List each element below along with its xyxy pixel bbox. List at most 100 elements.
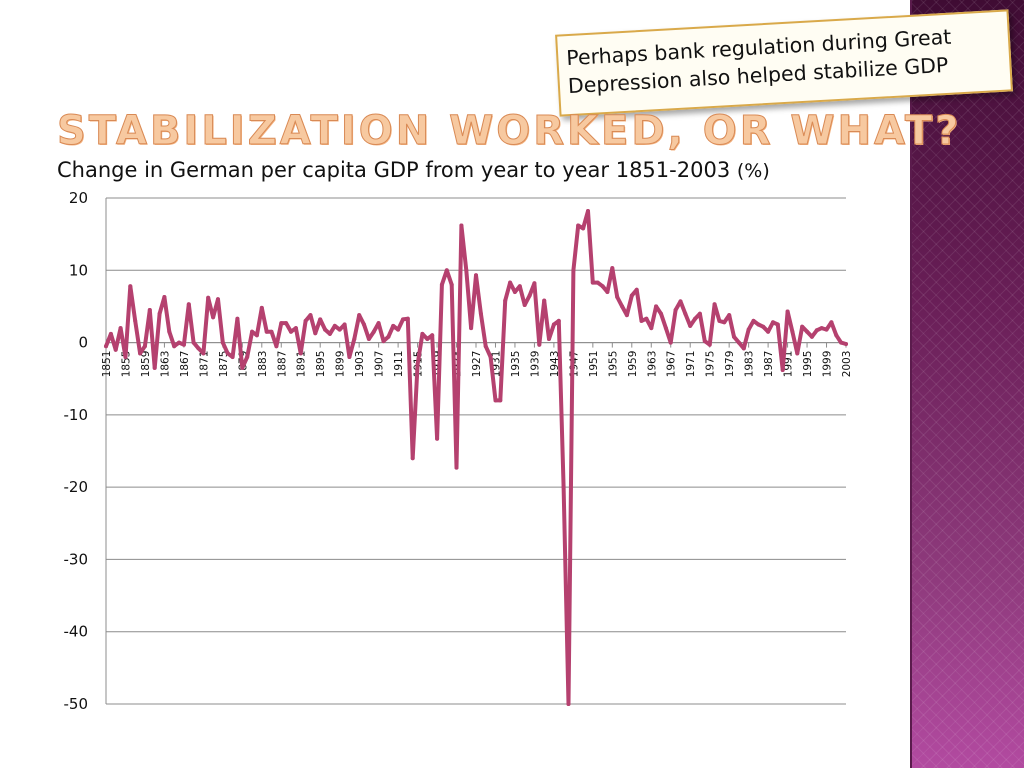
x-tick-label: 1935 <box>510 351 522 378</box>
data-point <box>332 323 337 328</box>
data-point <box>245 355 250 359</box>
data-point <box>128 284 133 289</box>
data-point <box>396 327 401 332</box>
data-point <box>104 344 108 349</box>
data-point <box>639 318 644 323</box>
y-tick-label: -40 <box>64 623 89 641</box>
x-tick-label: 1859 <box>140 351 152 378</box>
data-point <box>323 327 328 332</box>
data-point <box>386 334 391 339</box>
data-point <box>113 347 118 352</box>
data-point <box>279 321 284 326</box>
data-point <box>293 326 298 331</box>
data-point <box>357 313 362 318</box>
data-point <box>824 327 829 332</box>
data-point <box>483 344 488 349</box>
y-tick-label: 20 <box>69 189 88 207</box>
x-tick-label: 1979 <box>724 351 736 378</box>
series-line <box>104 209 848 706</box>
data-point <box>401 317 405 322</box>
data-point <box>829 320 834 325</box>
data-point <box>498 398 503 403</box>
data-point <box>186 302 191 307</box>
data-point <box>289 329 293 334</box>
data-point <box>732 334 736 339</box>
data-point <box>751 318 756 323</box>
data-point <box>167 329 172 334</box>
data-point <box>381 339 386 344</box>
data-point <box>771 320 775 325</box>
data-point <box>586 209 590 213</box>
data-point <box>508 280 513 285</box>
data-point <box>327 331 332 336</box>
data-point <box>756 322 761 327</box>
data-point <box>532 281 537 286</box>
data-point <box>254 333 259 338</box>
data-point <box>683 311 688 316</box>
data-point <box>342 322 347 327</box>
x-tick-label: 1975 <box>705 351 717 378</box>
data-point <box>561 485 566 490</box>
data-point <box>147 308 152 312</box>
x-tick-label: 1987 <box>763 351 775 378</box>
data-point <box>654 304 659 309</box>
data-point <box>600 284 605 289</box>
data-point <box>712 302 717 307</box>
data-point <box>839 340 844 345</box>
data-point <box>376 321 381 326</box>
x-tick-label: 1971 <box>685 351 697 378</box>
x-tick-label: 1851 <box>101 351 113 378</box>
data-point <box>551 322 556 327</box>
data-point <box>478 311 483 316</box>
x-tick-label: 1883 <box>257 351 269 378</box>
data-point <box>259 305 264 310</box>
data-point <box>522 303 527 307</box>
x-tick-label: 1955 <box>607 351 619 378</box>
data-point <box>474 273 478 278</box>
data-point <box>454 465 459 470</box>
data-point <box>819 326 824 331</box>
data-point <box>225 351 230 356</box>
data-point <box>318 317 323 322</box>
data-point <box>605 290 610 294</box>
data-point <box>527 293 532 298</box>
data-point <box>615 295 620 299</box>
data-point <box>240 365 245 370</box>
data-point <box>211 315 216 320</box>
data-point <box>634 287 639 292</box>
data-point <box>138 351 143 356</box>
data-point <box>581 226 586 231</box>
data-point <box>313 331 318 336</box>
data-point <box>201 351 206 356</box>
data-point <box>800 324 805 329</box>
data-point <box>410 456 415 461</box>
side-divider-line <box>910 0 912 768</box>
data-point <box>274 344 279 349</box>
x-tick-label: 1911 <box>393 351 405 378</box>
x-tick-label: 1887 <box>276 351 288 378</box>
data-point <box>152 365 157 370</box>
data-point <box>206 295 211 300</box>
x-tick-label: 1959 <box>627 351 639 378</box>
data-point <box>284 321 289 326</box>
data-point <box>430 333 435 338</box>
x-tick-label: 1995 <box>802 351 814 378</box>
data-point <box>722 320 727 325</box>
data-point <box>464 268 469 273</box>
data-point <box>391 323 396 328</box>
data-point <box>844 342 848 346</box>
data-point <box>566 702 571 706</box>
data-point <box>172 344 177 349</box>
x-tick-label: 1967 <box>666 351 678 378</box>
y-tick-label: -30 <box>64 550 89 568</box>
data-point <box>688 323 693 328</box>
x-tick-label: 1963 <box>646 351 658 378</box>
data-point <box>571 268 576 273</box>
data-point <box>177 340 181 345</box>
data-point <box>537 342 542 347</box>
data-point <box>366 337 371 341</box>
data-point <box>814 328 819 333</box>
data-point <box>673 308 678 312</box>
x-tick-label: 1939 <box>529 351 541 378</box>
data-point <box>702 339 707 344</box>
